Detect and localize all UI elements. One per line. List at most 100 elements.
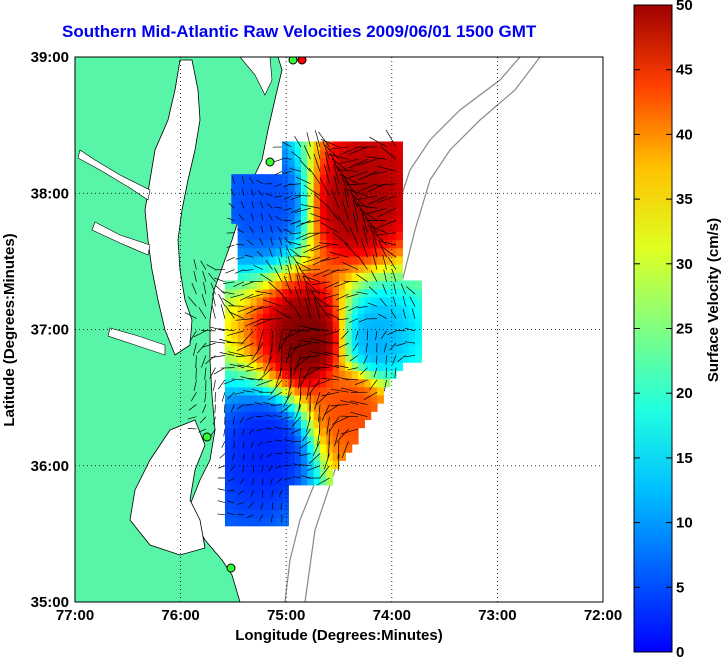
velocity-cell (250, 443, 258, 453)
velocity-cell (396, 296, 403, 306)
velocity-cell (326, 435, 334, 445)
velocity-cell (377, 223, 384, 232)
velocity-cell (231, 501, 239, 510)
velocity-arrow (283, 207, 292, 211)
velocity-arrow (349, 355, 359, 362)
velocity-cell (377, 149, 384, 159)
velocity-arrow (285, 343, 292, 364)
velocity-arrow (352, 200, 359, 221)
velocity-arrow (291, 207, 302, 214)
velocity-arrow (340, 400, 359, 405)
velocity-cell (332, 231, 340, 241)
x-axis-label: Longitude (Degrees:Minutes) (235, 627, 443, 644)
velocity-arrow (299, 440, 311, 449)
velocity-cell (300, 223, 308, 232)
velocity-arrow (226, 342, 244, 344)
velocity-cell (339, 231, 346, 241)
velocity-cell (358, 386, 365, 396)
velocity-cell (281, 313, 289, 322)
velocity-cell (332, 337, 340, 347)
velocity-cell (319, 362, 327, 371)
velocity-cell (256, 190, 264, 200)
velocity-cell (288, 264, 296, 273)
velocity-cell (319, 206, 327, 216)
velocity-cell (313, 370, 321, 380)
velocity-cell (275, 394, 283, 404)
velocity-cell (396, 174, 403, 183)
velocity-cell (224, 411, 232, 421)
velocity-cell (288, 296, 296, 306)
velocity-arrow (337, 214, 349, 233)
velocity-cell (313, 190, 321, 200)
x-tick-label: 76:00 (161, 607, 199, 624)
velocity-cell (326, 354, 334, 363)
velocity-cell (370, 403, 378, 412)
velocity-cell (377, 141, 384, 151)
velocity-cell (288, 427, 296, 437)
velocity-cell (294, 370, 302, 380)
velocity-cell (275, 484, 283, 494)
velocity-arrow (367, 195, 387, 205)
velocity-arrow (328, 428, 330, 447)
velocity-cell (377, 345, 384, 355)
velocity-arrow (376, 165, 397, 172)
velocity-cell (269, 190, 277, 200)
velocity-cell (326, 190, 334, 200)
velocity-cell (224, 337, 232, 347)
velocity-cell (288, 329, 296, 339)
velocity-cell (358, 403, 365, 412)
velocity-cell (256, 517, 264, 527)
velocity-cell (231, 468, 239, 478)
velocity-arrow (240, 376, 254, 381)
velocity-cell (288, 460, 296, 470)
velocity-cell (262, 435, 270, 445)
velocity-arrow (227, 217, 235, 221)
velocity-arrow (302, 232, 321, 241)
velocity-arrow (273, 415, 283, 418)
velocity-cell (231, 419, 239, 429)
velocity-cell (313, 411, 321, 421)
velocity-arrow (370, 270, 378, 282)
velocity-cell (288, 198, 296, 208)
velocity-arrow (356, 291, 368, 295)
velocity-cell (256, 484, 264, 494)
velocity-arrow (246, 355, 264, 367)
velocity-arrow (259, 453, 264, 460)
velocity-cell (351, 354, 359, 363)
x-tick-label: 77:00 (56, 607, 94, 624)
velocity-cell (408, 337, 416, 347)
velocity-cell (396, 198, 403, 208)
velocity-cell (307, 141, 315, 151)
velocity-arrow (261, 318, 282, 320)
velocity-cell (250, 329, 258, 339)
velocity-cell (262, 484, 270, 494)
velocity-cell (294, 386, 302, 396)
velocity-cell (300, 215, 308, 224)
velocity-cell (237, 280, 245, 290)
velocity-cell (319, 264, 327, 273)
velocity-arrow (255, 290, 273, 295)
velocity-cell (256, 247, 264, 257)
velocity-arrow (201, 293, 207, 307)
velocity-arrow (251, 200, 254, 209)
velocity-arrow (204, 367, 207, 380)
velocity-cell (339, 394, 346, 404)
velocity-cell (294, 215, 302, 224)
velocity-arrow (217, 513, 225, 516)
velocity-cell (345, 354, 353, 363)
colorbar-tick-label: 25 (676, 321, 693, 338)
velocity-cell (275, 354, 283, 363)
velocity-cell (364, 321, 372, 331)
velocity-cell (237, 206, 245, 216)
velocity-cell (307, 468, 315, 478)
velocity-cell (319, 247, 327, 257)
velocity-cell (332, 296, 340, 306)
velocity-arrow (301, 367, 321, 379)
velocity-arrow (361, 212, 368, 233)
velocity-arrow (312, 281, 330, 286)
velocity-arrow (336, 306, 349, 312)
velocity-cell (294, 288, 302, 298)
velocity-cell (256, 223, 264, 232)
velocity-arrow (320, 139, 340, 148)
